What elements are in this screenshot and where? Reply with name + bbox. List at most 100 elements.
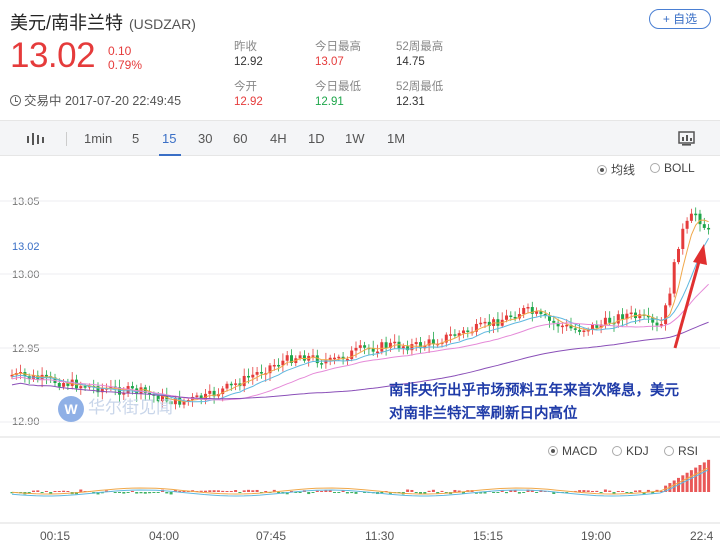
candle-body [100, 388, 104, 393]
y-tick-label: 13.05 [12, 196, 40, 208]
macd-bar [603, 489, 607, 492]
indicator-macd-option[interactable]: MACD [548, 444, 597, 458]
macd-bar [410, 489, 414, 492]
candle-body [513, 316, 517, 319]
interval-30[interactable]: 30 [198, 131, 213, 146]
candle-body [247, 375, 250, 378]
macd-bar [522, 492, 526, 493]
macd-bar [105, 490, 109, 492]
macd-bar [122, 492, 126, 494]
radio-icon [664, 446, 674, 456]
macd-bar [672, 480, 676, 492]
candle-body [27, 375, 31, 380]
watermark-text: 华尔街见闻 [88, 398, 173, 417]
candle-body [698, 213, 702, 225]
indicator-rsi-option[interactable]: RSI [664, 444, 698, 458]
candle-body [118, 387, 121, 395]
candle-body [707, 227, 711, 230]
candle-body [410, 344, 414, 351]
macd-bar [681, 475, 685, 492]
overlay-ma-option[interactable]: 均线 [597, 161, 635, 178]
macd-bar [453, 489, 457, 492]
macd-bar [578, 490, 582, 492]
candle-body [156, 395, 160, 402]
candle-body [595, 324, 599, 328]
interval-1w[interactable]: 1W [345, 131, 365, 146]
macd-bar [62, 490, 66, 492]
candle-body [565, 324, 569, 327]
macd-bar [462, 492, 465, 494]
macd-bar [457, 490, 461, 492]
macd-bar [586, 490, 590, 492]
candle-body [345, 359, 349, 361]
candle-body [277, 364, 281, 367]
ma5-line [11, 219, 709, 403]
pair-name: 美元/南非兰特 [10, 13, 124, 33]
x-tick-label: 19:00 [581, 529, 612, 543]
annotation-line-1: 南非央行出乎市场预料五年来首次降息，美元 [389, 383, 679, 399]
macd-bar [414, 492, 418, 493]
macd-bar [419, 492, 422, 495]
overlay-ma-label: 均线 [611, 163, 636, 177]
stat-value: 12.92 [234, 56, 263, 68]
interval-60[interactable]: 60 [233, 131, 248, 146]
macd-bar [689, 470, 693, 492]
macd-bar [599, 492, 603, 493]
interval-1d[interactable]: 1D [308, 131, 325, 146]
interval-15[interactable]: 15 [162, 131, 177, 146]
candlestick-type-icon[interactable] [26, 131, 46, 147]
candle-body [578, 329, 582, 332]
candle-body [655, 322, 659, 326]
interval-1m[interactable]: 1M [387, 131, 406, 146]
candle-body [358, 345, 362, 348]
macd-bar [40, 492, 44, 493]
macd-bar [642, 492, 646, 495]
candle-body [10, 374, 14, 377]
pair-symbol: (USDZAR) [129, 16, 196, 32]
macd-bar [255, 489, 259, 492]
macd-bar [526, 489, 530, 492]
candle-body [199, 395, 203, 400]
candle-body [462, 330, 465, 334]
interval-1min[interactable]: 1min [84, 131, 113, 146]
macd-bar [638, 490, 642, 492]
macd-bar [625, 492, 629, 493]
macd-bar [234, 490, 238, 492]
macd-bar [492, 492, 496, 493]
interval-4h[interactable]: 4H [270, 131, 287, 146]
candle-body [659, 324, 663, 326]
macd-bar [315, 490, 319, 492]
macd-bar [66, 491, 70, 492]
macd-bar [337, 492, 341, 493]
macd-bar [298, 492, 302, 493]
x-tick-label: 07:45 [256, 529, 287, 543]
add-to-watchlist-button[interactable]: + 自选 [649, 9, 711, 29]
macd-bar [341, 490, 345, 492]
candle-body [376, 351, 379, 354]
current-price: 13.02 [10, 36, 96, 75]
screen-settings-icon[interactable] [678, 131, 696, 147]
watermark-logo: W [58, 395, 84, 422]
status-text: 交易中 2017-07-20 22:49:45 [24, 94, 182, 108]
overlay-boll-option[interactable]: BOLL [650, 161, 695, 175]
change-value: 0.10 [108, 44, 132, 58]
candle-body [401, 346, 405, 349]
stat-label: 今日最低 [315, 81, 361, 93]
macd-bar [143, 492, 147, 494]
macd-bar [345, 492, 349, 494]
macd-bar [694, 467, 698, 492]
interval-5[interactable]: 5 [132, 131, 140, 146]
macd-bar [582, 490, 586, 492]
radio-icon [650, 163, 660, 173]
candle-body [255, 372, 259, 375]
stat-day-low: 今日最低 12.91 [315, 80, 361, 110]
macd-bar [406, 489, 410, 492]
candle-body [530, 307, 534, 314]
macd-bar [444, 492, 448, 493]
candle-body [363, 345, 367, 348]
candle-body [259, 372, 263, 374]
macd-bar [139, 492, 143, 494]
indicator-kdj-option[interactable]: KDJ [612, 444, 649, 458]
candle-body [165, 394, 169, 402]
